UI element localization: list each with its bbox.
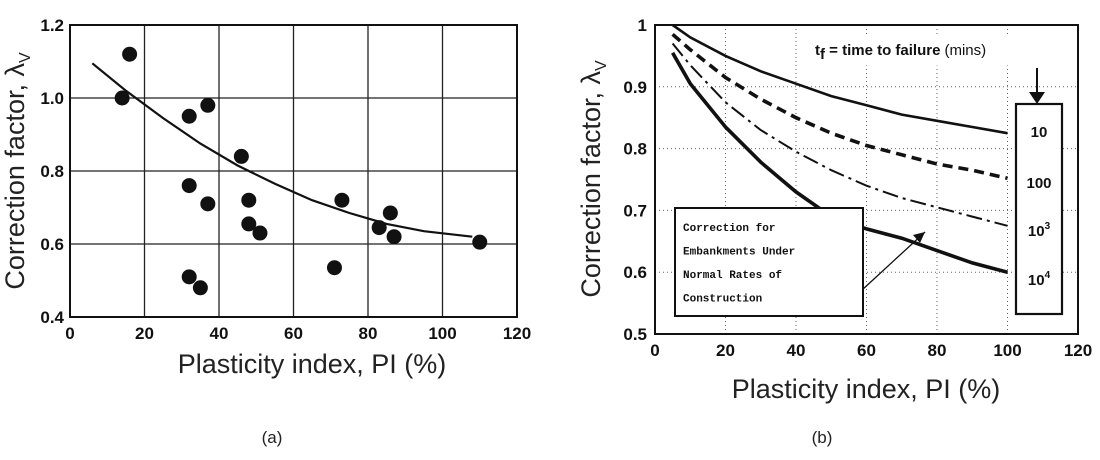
b-legend-title: tf = time to failure (mins) [815,42,986,63]
a-point-0 [114,90,130,106]
a-point-10 [181,269,197,285]
a-point-3 [200,97,216,113]
b-series-label-base: 10 [1028,272,1045,289]
b-y-tick-label: 0.5 [623,325,647,344]
b-legend-title-sub: f [820,46,826,63]
b-annotation-box [674,207,864,317]
a-caption: (a) [262,428,283,447]
a-point-17 [472,234,488,250]
a-x-tick-label: 20 [135,324,154,343]
b-x-tick-label: 120 [1064,341,1092,360]
b-legend-title-units: (mins) [944,42,986,59]
a-x-tick-label: 60 [284,324,303,343]
a-point-12 [326,260,342,276]
a-point-6 [233,148,249,164]
b-series-label-1: 100 [1026,175,1051,192]
b-y-tick-label: 1 [638,16,647,35]
b-legend-box [1014,102,1064,316]
b-series-label-2: 103 [1028,221,1051,240]
b-legend-arrow-head [1029,92,1045,104]
a-y-axis-title: Correction factor, λV [0,52,34,290]
a-point-14 [371,220,387,236]
a-y-tick-label: 0.8 [40,162,64,181]
b-x-tick-label: 80 [928,341,947,360]
b-x-tick-label: 40 [787,341,806,360]
b-x-axis-title: Plasticity index, PI (%) [732,374,1001,404]
a-x-tick-label: 100 [428,324,456,343]
a-y-axis-title-main: Correction factor, λ [0,63,30,290]
b-legend-title-bg [810,34,1036,66]
a-point-4 [181,178,197,194]
b-x-tick-label: 20 [716,341,735,360]
b-y-tick-labels: 0.5 0.6 0.7 0.8 0.9 1 [623,16,647,344]
b-annotation-line-0: Correction for [683,223,775,235]
b-caption: (b) [812,428,833,447]
b-legend-title-rest: = time to failure [825,42,940,59]
b-annotation-line-1: Embankments Under [683,247,795,259]
a-y-tick-label: 1.2 [40,16,64,35]
b-series-label-sup: 3 [1045,221,1051,232]
a-plot-frame [69,24,518,318]
a-point-9 [252,225,268,241]
b-x-tick-label: 0 [650,341,659,360]
a-x-tick-label: 120 [503,324,531,343]
a-y-tick-label: 0.4 [40,308,64,327]
b-series-label-base: 10 [1028,223,1045,240]
a-y-tick-labels: 0.4 0.6 0.8 1.0 1.2 [40,16,64,327]
a-grid [70,25,517,317]
a-point-13 [334,192,350,208]
a-point-16 [386,229,402,245]
b-series-label-base: 100 [1026,175,1051,192]
a-y-axis-title-sub: V [17,52,34,63]
b-y-axis-title-main: Correction factor, λ [576,71,606,298]
a-x-tick-labels: 0 20 40 60 80 100 120 [65,324,531,343]
a-point-8 [241,216,257,232]
b-y-axis-title: Correction factor, λV [576,60,610,298]
b-annotation-line-2: Normal Rates of [683,270,782,282]
b-plot-frame [654,24,1079,335]
b-series-label-base: 10 [1031,124,1048,141]
b-x-tick-label: 60 [857,341,876,360]
b-annotation-arrow-line [861,231,926,291]
a-x-tick-label: 0 [65,324,74,343]
a-trend-curve [91,62,473,238]
b-x-tick-labels: 0 20 40 60 80 100 120 [650,341,1092,360]
b-x-tick-label: 100 [993,341,1021,360]
b-y-axis-title-sub: V [593,60,610,71]
a-point-15 [382,205,398,221]
a-point-5 [200,196,216,212]
b-y-tick-label: 0.9 [623,78,647,97]
a-y-tick-label: 1.0 [40,89,64,108]
b-y-tick-label: 0.6 [623,263,647,282]
a-point-11 [192,280,208,296]
a-data-points [114,46,488,296]
a-x-tick-label: 80 [359,324,378,343]
b-y-tick-label: 0.7 [623,201,647,220]
a-point-2 [181,108,197,124]
a-x-tick-label: 40 [210,324,229,343]
b-annotation-line-3: Construction [683,294,762,306]
a-x-axis-title: Plasticity index, PI (%) [178,349,447,379]
a-point-1 [122,46,138,62]
b-series-line-1 [671,32,1008,181]
b-series-line-2 [671,42,1008,227]
panel-a: 0 20 40 60 80 100 120 0.4 0.6 0.8 1.0 1.2 Plastici… [0,16,531,447]
b-y-tick-label: 0.8 [623,140,647,159]
b-series-label-sup: 4 [1045,270,1051,281]
b-series-label-0: 10 [1031,124,1048,141]
b-annotation-text: Correction for Embankments Under Normal Ra… [683,223,795,306]
panel-b: 0 20 40 60 80 100 120 0.5 0.6 0.7 0.8 0.9 1 tf = ti… [576,16,1092,447]
b-legend-title-t: t [815,42,820,59]
a-point-7 [241,192,257,208]
b-series-line-0 [671,23,1008,135]
b-annotation-arrow-head [913,232,925,243]
b-series-label-3: 104 [1028,270,1051,289]
a-y-tick-label: 0.6 [40,235,64,254]
